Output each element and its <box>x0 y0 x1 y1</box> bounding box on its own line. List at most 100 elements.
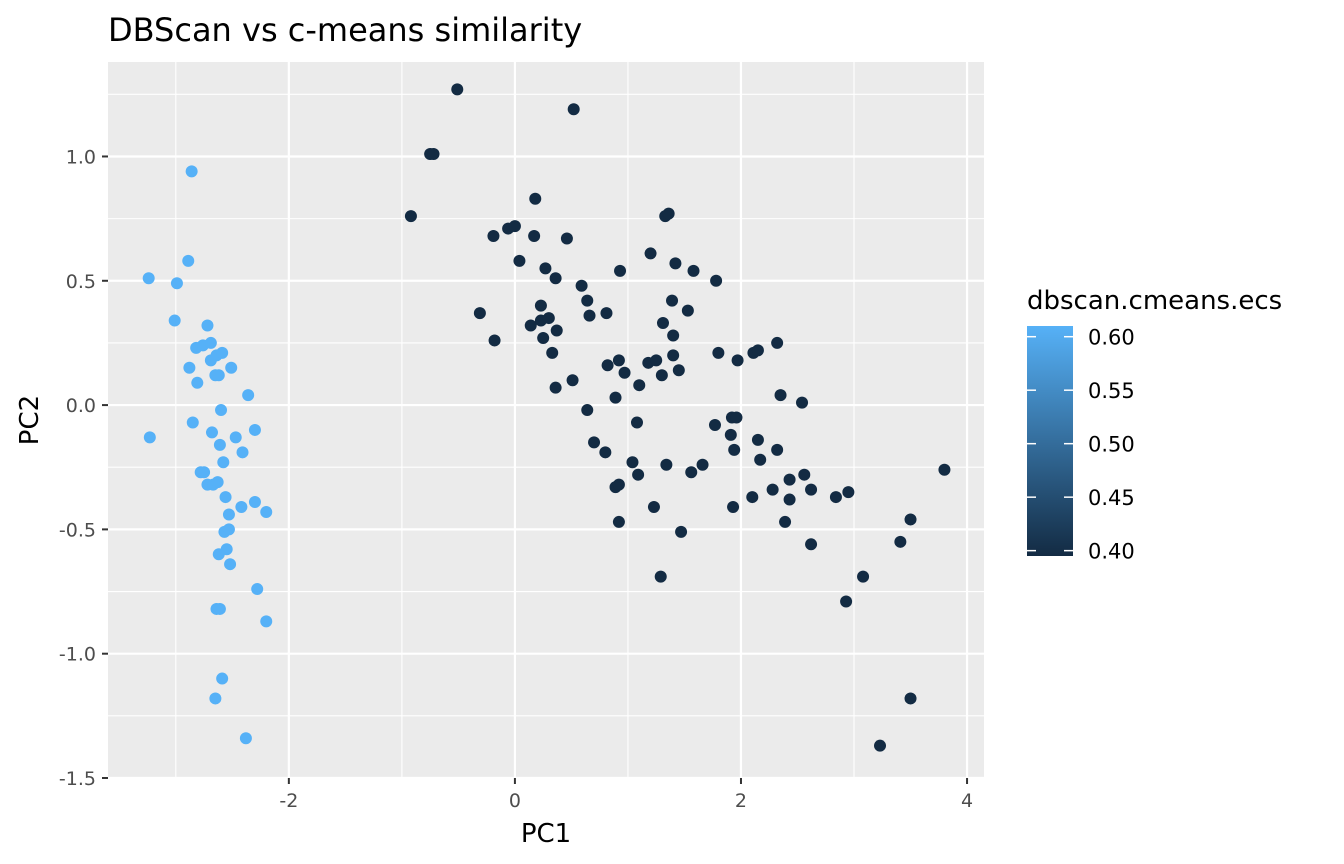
data-point <box>672 364 685 377</box>
data-point <box>550 324 563 337</box>
data-point <box>251 583 264 596</box>
data-point <box>529 192 542 205</box>
y-tick-label: 0.5 <box>66 271 96 293</box>
y-tick-label: 0.0 <box>66 395 96 417</box>
data-point <box>183 361 196 374</box>
data-point <box>539 262 552 275</box>
data-point <box>549 272 562 285</box>
data-point <box>248 423 261 436</box>
data-point <box>783 493 796 506</box>
x-axis-ticks: -2 0 2 4 <box>279 778 973 812</box>
data-point <box>630 416 643 429</box>
data-point <box>609 391 622 404</box>
x-tick-label: -2 <box>279 790 298 812</box>
data-point <box>186 416 199 429</box>
data-point <box>216 672 229 685</box>
data-point <box>216 346 229 359</box>
data-point <box>618 366 631 379</box>
data-point <box>209 692 222 705</box>
data-point <box>213 602 226 615</box>
data-point <box>681 304 694 317</box>
data-point <box>614 264 627 277</box>
data-point <box>829 491 842 504</box>
data-point <box>583 309 596 322</box>
data-point <box>182 254 195 267</box>
data-point <box>746 491 759 504</box>
legend-tick-label: 0.40 <box>1088 540 1135 564</box>
x-axis-title: PC1 <box>521 819 571 849</box>
data-point <box>771 336 784 349</box>
plot-panel <box>108 62 984 778</box>
data-point <box>222 523 235 536</box>
data-point <box>779 515 792 528</box>
chart-title: DBScan vs c-means similarity <box>108 11 582 49</box>
data-point <box>215 404 228 417</box>
data-point <box>904 513 917 526</box>
data-point <box>236 446 249 459</box>
data-point <box>612 354 625 367</box>
data-point <box>805 483 818 496</box>
data-point <box>805 538 818 551</box>
data-point <box>537 331 550 344</box>
data-point <box>712 346 725 359</box>
data-point <box>567 103 580 116</box>
data-point <box>224 558 237 571</box>
data-point <box>212 369 225 382</box>
data-point <box>696 458 709 471</box>
data-point <box>581 294 594 307</box>
data-point <box>239 732 252 745</box>
data-point <box>840 595 853 608</box>
legend-tick-label: 0.50 <box>1088 433 1135 457</box>
data-point <box>654 570 667 583</box>
data-point <box>612 478 625 491</box>
data-point <box>667 349 680 362</box>
data-point <box>213 438 226 451</box>
data-point <box>225 361 238 374</box>
legend-tick-label: 0.55 <box>1088 379 1135 403</box>
data-point <box>894 535 907 548</box>
data-point <box>647 501 660 514</box>
legend-ticks: 0.40 0.45 0.50 0.55 0.60 <box>1027 326 1135 564</box>
data-point <box>751 344 764 357</box>
data-point <box>588 436 601 449</box>
data-point <box>170 277 183 290</box>
data-point <box>632 468 645 481</box>
legend-tick-label: 0.60 <box>1088 326 1135 350</box>
data-point <box>857 570 870 583</box>
data-point <box>528 230 541 243</box>
data-point <box>260 615 273 628</box>
data-point <box>566 374 579 387</box>
data-point <box>513 254 526 267</box>
data-point <box>771 443 784 456</box>
data-point <box>938 463 951 476</box>
data-point <box>874 739 887 752</box>
data-point <box>473 307 486 320</box>
data-point <box>669 257 682 270</box>
y-tick-label: 1.0 <box>66 146 96 168</box>
data-point <box>633 379 646 392</box>
legend-colorbar <box>1027 326 1073 556</box>
data-point <box>655 369 668 382</box>
data-point <box>205 426 218 439</box>
data-point <box>560 232 573 245</box>
data-point <box>662 207 675 220</box>
data-point <box>242 389 255 402</box>
data-point <box>427 147 440 160</box>
data-point <box>675 525 688 538</box>
x-tick-label: 0 <box>509 790 521 812</box>
data-point <box>229 431 242 444</box>
legend-title: dbscan.cmeans.ecs <box>1027 286 1282 316</box>
data-point <box>508 220 521 233</box>
data-point <box>783 473 796 486</box>
data-point <box>168 314 181 327</box>
data-point <box>685 466 698 479</box>
data-point <box>142 272 155 285</box>
data-point <box>219 491 232 504</box>
data-points <box>142 83 951 752</box>
data-point <box>488 334 501 347</box>
data-point <box>575 279 588 292</box>
data-point <box>546 346 559 359</box>
y-tick-label: -0.5 <box>59 519 96 541</box>
data-point <box>600 307 613 320</box>
data-point <box>728 443 741 456</box>
